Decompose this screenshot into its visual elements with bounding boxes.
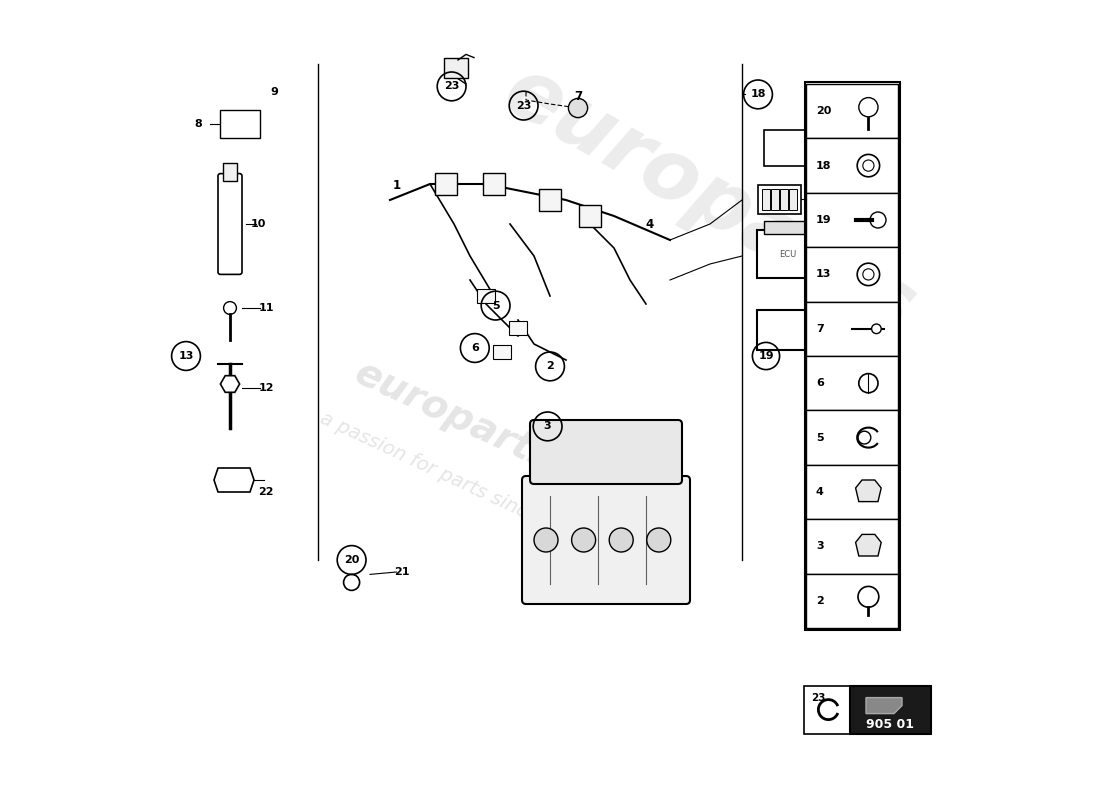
FancyBboxPatch shape bbox=[220, 110, 260, 138]
Text: ECU: ECU bbox=[779, 250, 796, 259]
Circle shape bbox=[223, 302, 236, 314]
FancyBboxPatch shape bbox=[763, 130, 824, 166]
Circle shape bbox=[343, 574, 360, 590]
FancyBboxPatch shape bbox=[218, 174, 242, 274]
FancyBboxPatch shape bbox=[522, 476, 690, 604]
Text: 11: 11 bbox=[258, 303, 274, 313]
Text: 4: 4 bbox=[646, 218, 654, 230]
FancyBboxPatch shape bbox=[434, 173, 458, 195]
Text: 18: 18 bbox=[750, 90, 766, 99]
Text: 18: 18 bbox=[816, 161, 832, 170]
FancyBboxPatch shape bbox=[806, 302, 899, 356]
FancyBboxPatch shape bbox=[539, 189, 561, 211]
FancyBboxPatch shape bbox=[806, 465, 899, 519]
FancyBboxPatch shape bbox=[477, 289, 495, 303]
Text: a passion for parts since 1985: a passion for parts since 1985 bbox=[317, 409, 592, 551]
Text: 13: 13 bbox=[816, 270, 832, 279]
Text: europarts: europarts bbox=[491, 50, 930, 350]
FancyBboxPatch shape bbox=[762, 189, 770, 210]
Polygon shape bbox=[214, 468, 254, 492]
Text: 8: 8 bbox=[194, 119, 202, 129]
Text: 9: 9 bbox=[271, 87, 278, 97]
FancyBboxPatch shape bbox=[806, 410, 899, 465]
Text: 12: 12 bbox=[258, 383, 274, 393]
FancyBboxPatch shape bbox=[806, 519, 899, 574]
Text: 6: 6 bbox=[471, 343, 478, 353]
FancyBboxPatch shape bbox=[806, 247, 899, 302]
Text: 23: 23 bbox=[444, 82, 460, 91]
FancyBboxPatch shape bbox=[771, 189, 779, 210]
Text: 6: 6 bbox=[816, 378, 824, 388]
FancyBboxPatch shape bbox=[483, 173, 505, 195]
Circle shape bbox=[871, 324, 881, 334]
Polygon shape bbox=[856, 480, 881, 502]
Circle shape bbox=[647, 528, 671, 552]
FancyBboxPatch shape bbox=[850, 686, 931, 734]
FancyBboxPatch shape bbox=[806, 193, 899, 247]
Polygon shape bbox=[856, 534, 881, 556]
FancyBboxPatch shape bbox=[804, 686, 853, 734]
Text: europarts: europarts bbox=[349, 354, 560, 478]
Text: 16: 16 bbox=[806, 194, 822, 204]
Circle shape bbox=[609, 528, 634, 552]
Text: 21: 21 bbox=[394, 567, 409, 577]
Text: 2: 2 bbox=[546, 362, 554, 371]
Text: 20: 20 bbox=[344, 555, 360, 565]
FancyBboxPatch shape bbox=[789, 189, 796, 210]
Text: 23: 23 bbox=[516, 101, 531, 110]
FancyBboxPatch shape bbox=[806, 138, 899, 193]
Text: 20: 20 bbox=[816, 106, 832, 116]
Text: 905 01: 905 01 bbox=[866, 718, 914, 730]
FancyBboxPatch shape bbox=[223, 163, 238, 181]
FancyBboxPatch shape bbox=[806, 356, 899, 410]
Text: 15: 15 bbox=[815, 247, 829, 257]
FancyBboxPatch shape bbox=[444, 58, 468, 78]
Circle shape bbox=[569, 98, 587, 118]
FancyBboxPatch shape bbox=[780, 189, 788, 210]
Text: 23: 23 bbox=[812, 693, 826, 702]
FancyBboxPatch shape bbox=[806, 574, 899, 628]
Text: 19: 19 bbox=[816, 215, 832, 225]
Text: 17: 17 bbox=[803, 143, 817, 153]
Text: 22: 22 bbox=[258, 487, 274, 497]
Text: 7: 7 bbox=[574, 90, 582, 102]
Text: 3: 3 bbox=[816, 542, 824, 551]
Polygon shape bbox=[866, 698, 902, 714]
Text: 14: 14 bbox=[815, 323, 829, 333]
Text: 1: 1 bbox=[393, 179, 400, 192]
FancyBboxPatch shape bbox=[806, 84, 899, 138]
Text: 5: 5 bbox=[816, 433, 824, 442]
FancyBboxPatch shape bbox=[757, 310, 814, 350]
FancyBboxPatch shape bbox=[758, 185, 801, 214]
Text: 4: 4 bbox=[816, 487, 824, 497]
Circle shape bbox=[534, 528, 558, 552]
FancyBboxPatch shape bbox=[579, 205, 602, 227]
Text: 5: 5 bbox=[492, 301, 499, 310]
Text: 13: 13 bbox=[178, 351, 194, 361]
Text: 19: 19 bbox=[758, 351, 773, 361]
FancyBboxPatch shape bbox=[493, 345, 510, 359]
Polygon shape bbox=[220, 376, 240, 392]
FancyBboxPatch shape bbox=[509, 321, 527, 335]
FancyBboxPatch shape bbox=[530, 420, 682, 484]
Text: 10: 10 bbox=[251, 219, 266, 229]
FancyBboxPatch shape bbox=[757, 230, 818, 278]
Text: 2: 2 bbox=[816, 596, 824, 606]
Circle shape bbox=[572, 528, 595, 552]
FancyBboxPatch shape bbox=[763, 221, 812, 234]
Text: 3: 3 bbox=[543, 422, 551, 431]
Text: 7: 7 bbox=[816, 324, 824, 334]
